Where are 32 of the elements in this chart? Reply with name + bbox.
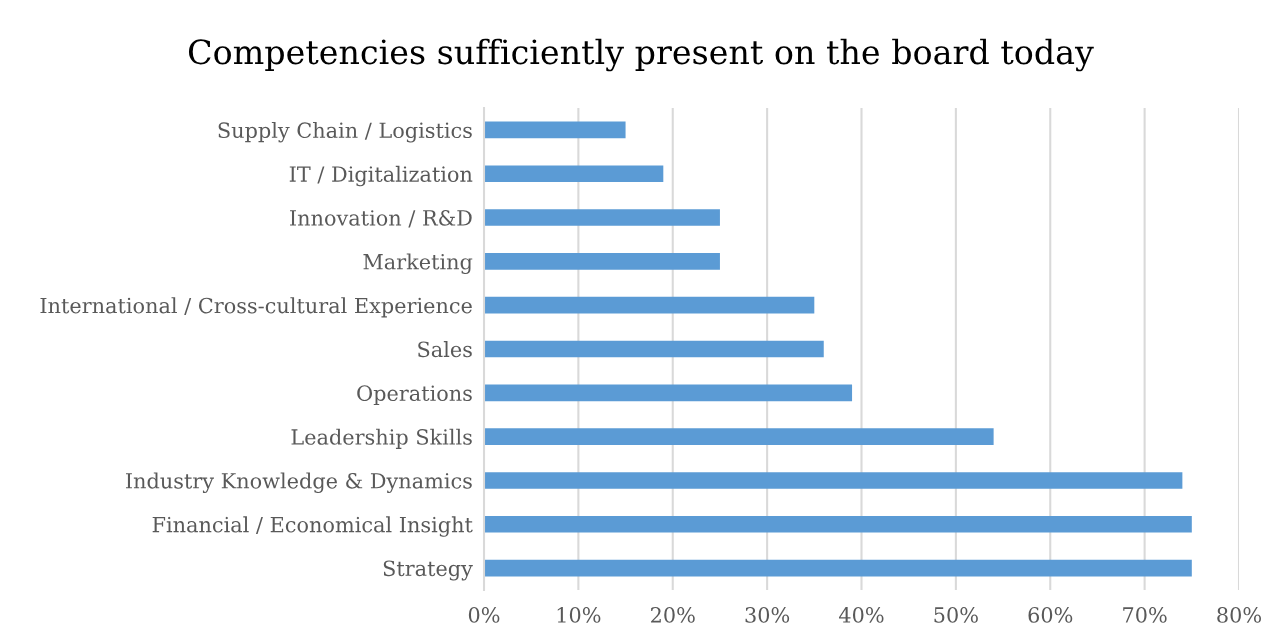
bar [484, 340, 824, 358]
y-tick-label: Industry Knowledge & Dynamics [125, 472, 472, 493]
x-tick-label: 70% [1123, 607, 1167, 623]
bar [484, 253, 720, 270]
bar [484, 121, 626, 139]
x-tick-label: 40% [838, 607, 884, 623]
bar [484, 209, 720, 226]
x-tick-label: 0% [468, 607, 500, 623]
x-tick-label: 10% [557, 607, 601, 623]
y-tick-label: Leadership Skills [291, 428, 472, 449]
x-tick-label: 50% [934, 607, 978, 623]
y-tick-label: IT / Digitalization [289, 165, 473, 187]
y-tick-label: Financial / Economical Insight [152, 516, 473, 537]
y-tick-label: Innovation / R&D [290, 210, 472, 228]
y-tick-label: Strategy [383, 560, 473, 581]
x-tick-label: 80% [1217, 607, 1261, 623]
bar [484, 559, 1192, 577]
chart-title: Competencies sufficiently present on the board today [188, 38, 1094, 72]
x-tick-label: 20% [651, 607, 695, 623]
y-tick-label: Marketing [363, 253, 473, 274]
y-tick-label: Supply Chain / Logistics [218, 121, 472, 143]
bar [484, 165, 664, 183]
bar [484, 384, 853, 402]
bar [484, 428, 994, 445]
bar [484, 515, 1192, 533]
y-tick-label: International / Cross-cultural Experience [40, 297, 472, 318]
y-tick-label: Operations [357, 385, 472, 406]
y-tick-label: Sales [418, 341, 472, 358]
bar [484, 472, 1183, 489]
bar [484, 296, 815, 314]
x-tick-label: 60% [1028, 607, 1073, 623]
x-tick-label: 30% [745, 607, 790, 623]
